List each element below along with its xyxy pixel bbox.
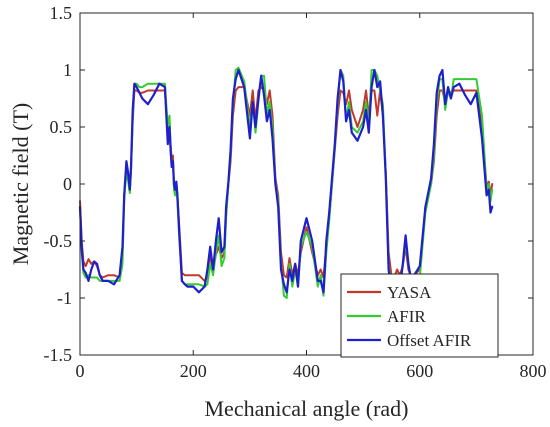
x-tick-label: 200 [180, 361, 207, 381]
legend-entry: Offset AFIR [387, 331, 472, 350]
y-tick-label: 1 [63, 60, 72, 80]
x-tick-label: 600 [406, 361, 433, 381]
legend: YASA AFIR Offset AFIR [340, 273, 499, 358]
x-tick-label: 800 [520, 361, 547, 381]
y-tick-label: -0.5 [44, 231, 73, 251]
y-axis-label: Magnetic field (T) [8, 103, 33, 266]
y-tick-label: -1 [57, 288, 72, 308]
y-tick-label: 0 [63, 174, 72, 194]
series-line-offset-afir [78, 68, 494, 297]
y-tick-label: 1.5 [50, 3, 73, 23]
legend-entry: YASA [387, 283, 432, 302]
legend-entry: AFIR [387, 307, 426, 326]
y-tick-label: -1.5 [44, 345, 73, 365]
series-layer [78, 66, 494, 299]
plot-frame [79, 12, 534, 356]
x-tick-label: 0 [76, 361, 85, 381]
x-axis-label: Mechanical angle (rad) [205, 396, 409, 421]
y-tick-label: 0.5 [50, 117, 73, 137]
x-tick-label: 400 [293, 361, 320, 381]
ticks-layer: 0 200 400 600 800 -1.5 -1 -0.5 0 0.5 1 1.5 [44, 3, 547, 381]
